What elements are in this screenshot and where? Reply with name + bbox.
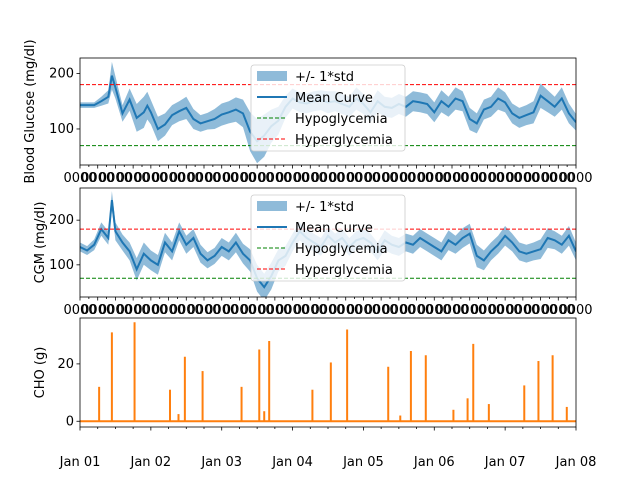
x-tick-label-overlap: 0000 bbox=[329, 303, 362, 318]
x-tick-label-overlap: 0000 bbox=[258, 303, 291, 318]
x-tick-label: Jan 04 bbox=[271, 455, 313, 470]
x-tick-label-overlap: 0000 bbox=[542, 171, 575, 186]
legend: +/- 1*std Mean Curve Hypoglycemia Hyperglyc… bbox=[250, 194, 406, 282]
legend-entry-label: Mean Curve bbox=[295, 91, 373, 106]
x-tick-label-overlap: 0000 bbox=[134, 171, 167, 186]
x-tick-label-overlap: 0000 bbox=[311, 171, 344, 186]
x-tick-label-overlap: 0000 bbox=[241, 171, 274, 186]
x-tick-label-overlap: 0000 bbox=[542, 303, 575, 318]
x-tick-label-overlap: 0000 bbox=[453, 303, 486, 318]
x-tick-label-overlap: 0000 bbox=[152, 171, 185, 186]
y-tick-label: 200 bbox=[49, 67, 74, 82]
x-tick-label: Jan 07 bbox=[484, 455, 526, 470]
x-tick-label-overlap: 0000 bbox=[170, 171, 203, 186]
x-tick-label-overlap: 0000 bbox=[524, 171, 557, 186]
x-tick-label-overlap: 0000 bbox=[276, 171, 309, 186]
x-tick-label-overlap: 0000 bbox=[241, 303, 274, 318]
x-tick-label-overlap: 0000 bbox=[294, 171, 327, 186]
x-tick-label-overlap: 0000 bbox=[117, 171, 150, 186]
legend-entry-label: +/- 1*std bbox=[295, 200, 354, 215]
x-tick-label-overlap: 0000 bbox=[489, 171, 522, 186]
x-tick-label-overlap: 0000 bbox=[187, 171, 220, 186]
y-axis-label: CGM (mg/dl) bbox=[33, 202, 48, 284]
x-tick-label-overlap: 0000 bbox=[99, 171, 132, 186]
y-tick-label: 100 bbox=[49, 258, 74, 273]
x-tick-label-overlap: 0000 bbox=[223, 171, 256, 186]
x-tick-label-overlap: 0000 bbox=[81, 171, 114, 186]
x-tick-label-overlap: 0000 bbox=[187, 303, 220, 318]
x-tick-label-overlap: 0000 bbox=[489, 303, 522, 318]
x-tick-label-overlap: 0000 bbox=[471, 171, 504, 186]
x-tick-label: Jan 01 bbox=[59, 455, 101, 470]
x-tick-label-overlap: 0000 bbox=[294, 303, 327, 318]
x-tick-label-overlap: 0000 bbox=[435, 171, 468, 186]
cho-panel: 0 20 CHO (g) Jan 01 Jan 02 Jan 03 Jan 04 Jan 05… bbox=[33, 317, 597, 470]
x-tick-label-overlap: 0000 bbox=[329, 171, 362, 186]
y-axis-label: Blood Glucose (mg/dl) bbox=[23, 39, 38, 183]
x-tick-label-overlap: 0000 bbox=[258, 171, 291, 186]
x-tick-label-overlap: 0000 bbox=[311, 303, 344, 318]
legend-box bbox=[250, 64, 406, 152]
y-tick-label: 200 bbox=[49, 213, 74, 228]
legend-swatch-band bbox=[257, 201, 287, 211]
x-tick-label-overlap: 0000 bbox=[81, 303, 114, 318]
x-tick-label-overlap: 0000 bbox=[365, 303, 398, 318]
x-tick-label-overlap: 0000 bbox=[453, 171, 486, 186]
legend: +/- 1*std Mean Curve Hypoglycemia Hyperglyc… bbox=[250, 64, 406, 152]
legend-entry-label: Hyperglycemia bbox=[295, 263, 393, 278]
x-tick-label-overlap: 0000 bbox=[435, 303, 468, 318]
legend-entry-label: +/- 1*std bbox=[295, 70, 354, 85]
x-tick-label-overlap: 0000 bbox=[347, 303, 380, 318]
x-tick-label-overlap: 0000 bbox=[347, 171, 380, 186]
x-tick-label-overlap: 0000 bbox=[117, 303, 150, 318]
x-tick-label: Jan 06 bbox=[413, 455, 455, 470]
legend-entry-label: Hypoglycemia bbox=[295, 242, 388, 257]
x-tick-label-overlap: 0000 bbox=[152, 303, 185, 318]
legend-entry-label: Hyperglycemia bbox=[295, 133, 393, 148]
x-tick-label: Jan 05 bbox=[342, 455, 384, 470]
x-tick-label-overlap: 0000 bbox=[506, 171, 539, 186]
x-tick-label-overlap: 0000 bbox=[223, 303, 256, 318]
y-axis-label: CHO (g) bbox=[33, 347, 48, 399]
x-tick-label-overlap: 0000 bbox=[382, 303, 415, 318]
x-tick-label-overlap: 0000 bbox=[418, 171, 451, 186]
x-tick-label-overlap: 0000 bbox=[276, 303, 309, 318]
x-tick-label-overlap: 0000 bbox=[400, 171, 433, 186]
legend-entry-label: Mean Curve bbox=[295, 221, 373, 236]
x-tick-label-overlap: 0000 bbox=[99, 303, 132, 318]
legend-swatch-band bbox=[257, 71, 287, 81]
legend-box bbox=[250, 194, 406, 282]
x-tick-label-overlap: 0000 bbox=[205, 171, 238, 186]
x-tick-label-overlap: 0000 bbox=[170, 303, 203, 318]
x-tick-label-overlap: 0000 bbox=[205, 303, 238, 318]
x-tick-label-overlap: 0000 bbox=[63, 171, 96, 186]
x-tick-label: Jan 02 bbox=[129, 455, 171, 470]
x-tick-label-overlap: 0000 bbox=[471, 303, 504, 318]
x-tick-label-overlap: 0000 bbox=[400, 303, 433, 318]
x-tick-label-overlap: 0000 bbox=[382, 171, 415, 186]
plot-area bbox=[80, 322, 576, 423]
legend-entry-label: Hypoglycemia bbox=[295, 112, 388, 127]
x-tick-label-overlap: 0000 bbox=[506, 303, 539, 318]
x-tick-label-overlap: 0000 bbox=[524, 303, 557, 318]
x-tick-label-overlap: 0000 bbox=[365, 171, 398, 186]
x-tick-label-overlap: 0000 bbox=[134, 303, 167, 318]
x-tick-label-overlap: 0000 bbox=[63, 303, 96, 318]
x-tick-label-overlap: 0000 bbox=[418, 303, 451, 318]
y-tick-label: 100 bbox=[49, 122, 74, 137]
y-tick-label: 20 bbox=[57, 357, 74, 372]
x-tick-label-overlap: 0000 bbox=[559, 171, 592, 186]
x-tick-label-overlap: 0000 bbox=[559, 303, 592, 318]
x-tick-label: Jan 03 bbox=[200, 455, 242, 470]
y-tick-label: 0 bbox=[66, 414, 74, 429]
x-tick-label: Jan 08 bbox=[555, 455, 597, 470]
